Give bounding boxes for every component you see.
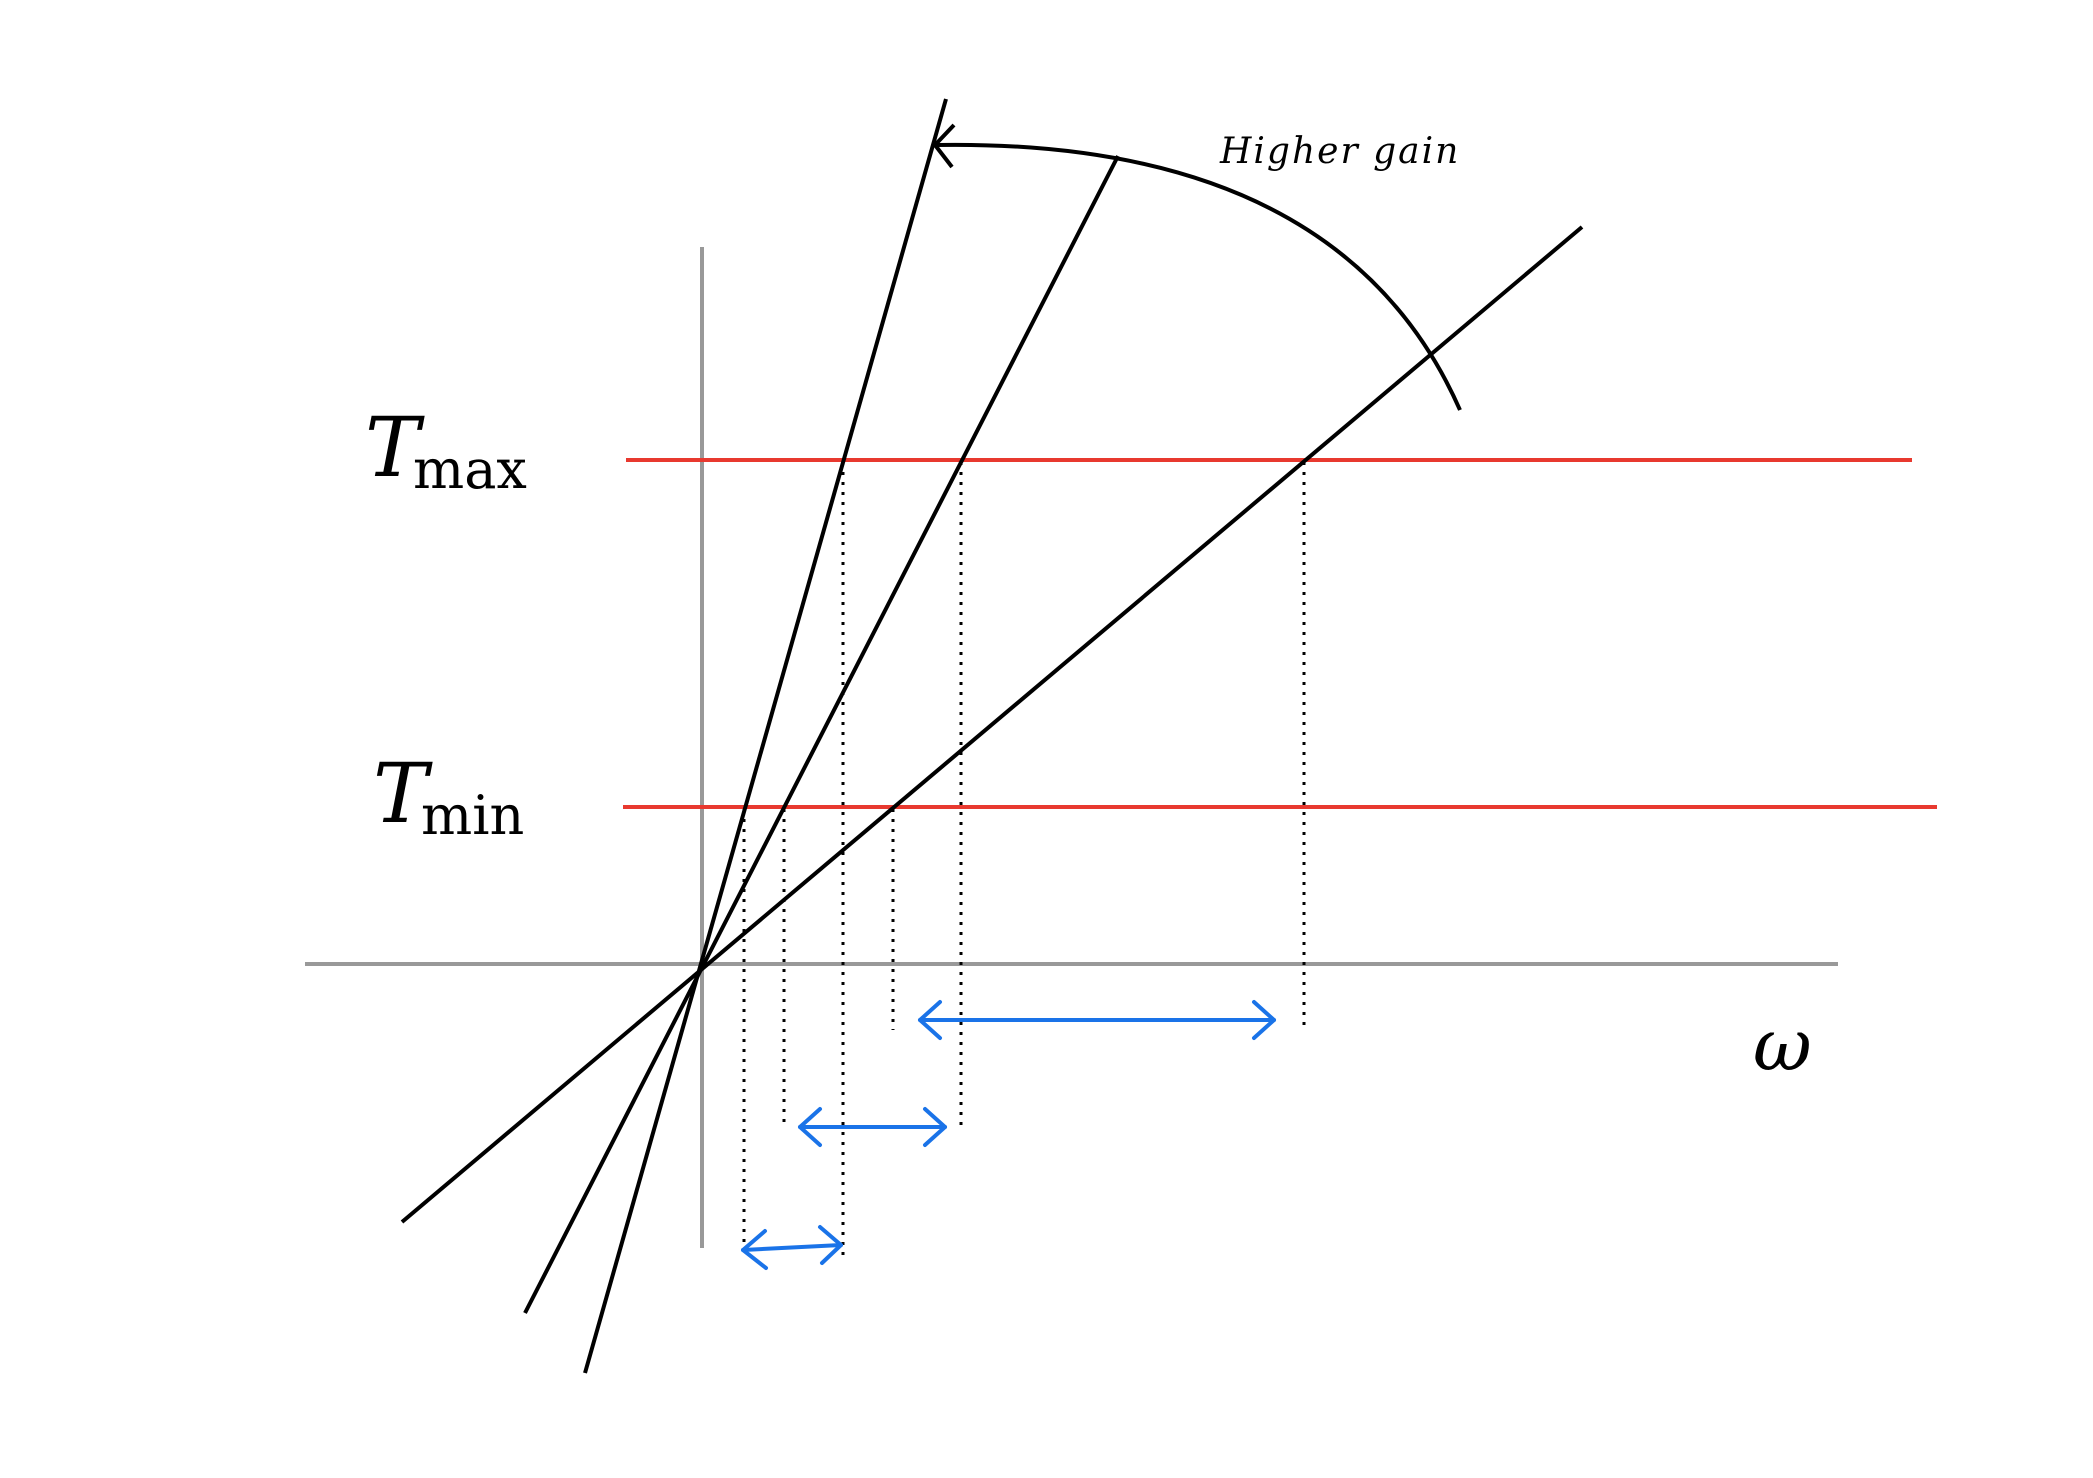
omega-label: ω — [1753, 1003, 1812, 1087]
high-gain-range-arrow — [743, 1227, 841, 1268]
high-gain-line — [585, 99, 946, 1373]
mid-gain-line — [525, 156, 1118, 1313]
tmin-label: T min — [373, 747, 524, 847]
tmax-subscript: max — [413, 438, 527, 501]
mid-gain-range-arrow — [800, 1109, 945, 1145]
low-gain-range-arrow — [920, 1002, 1274, 1038]
higher-gain-curve — [935, 145, 1460, 410]
low-gain-line — [402, 227, 1582, 1222]
tmax-label: T max — [365, 401, 527, 501]
tmin-subscript: min — [421, 784, 524, 847]
higher-gain-label: Higher gain — [1219, 131, 1460, 172]
